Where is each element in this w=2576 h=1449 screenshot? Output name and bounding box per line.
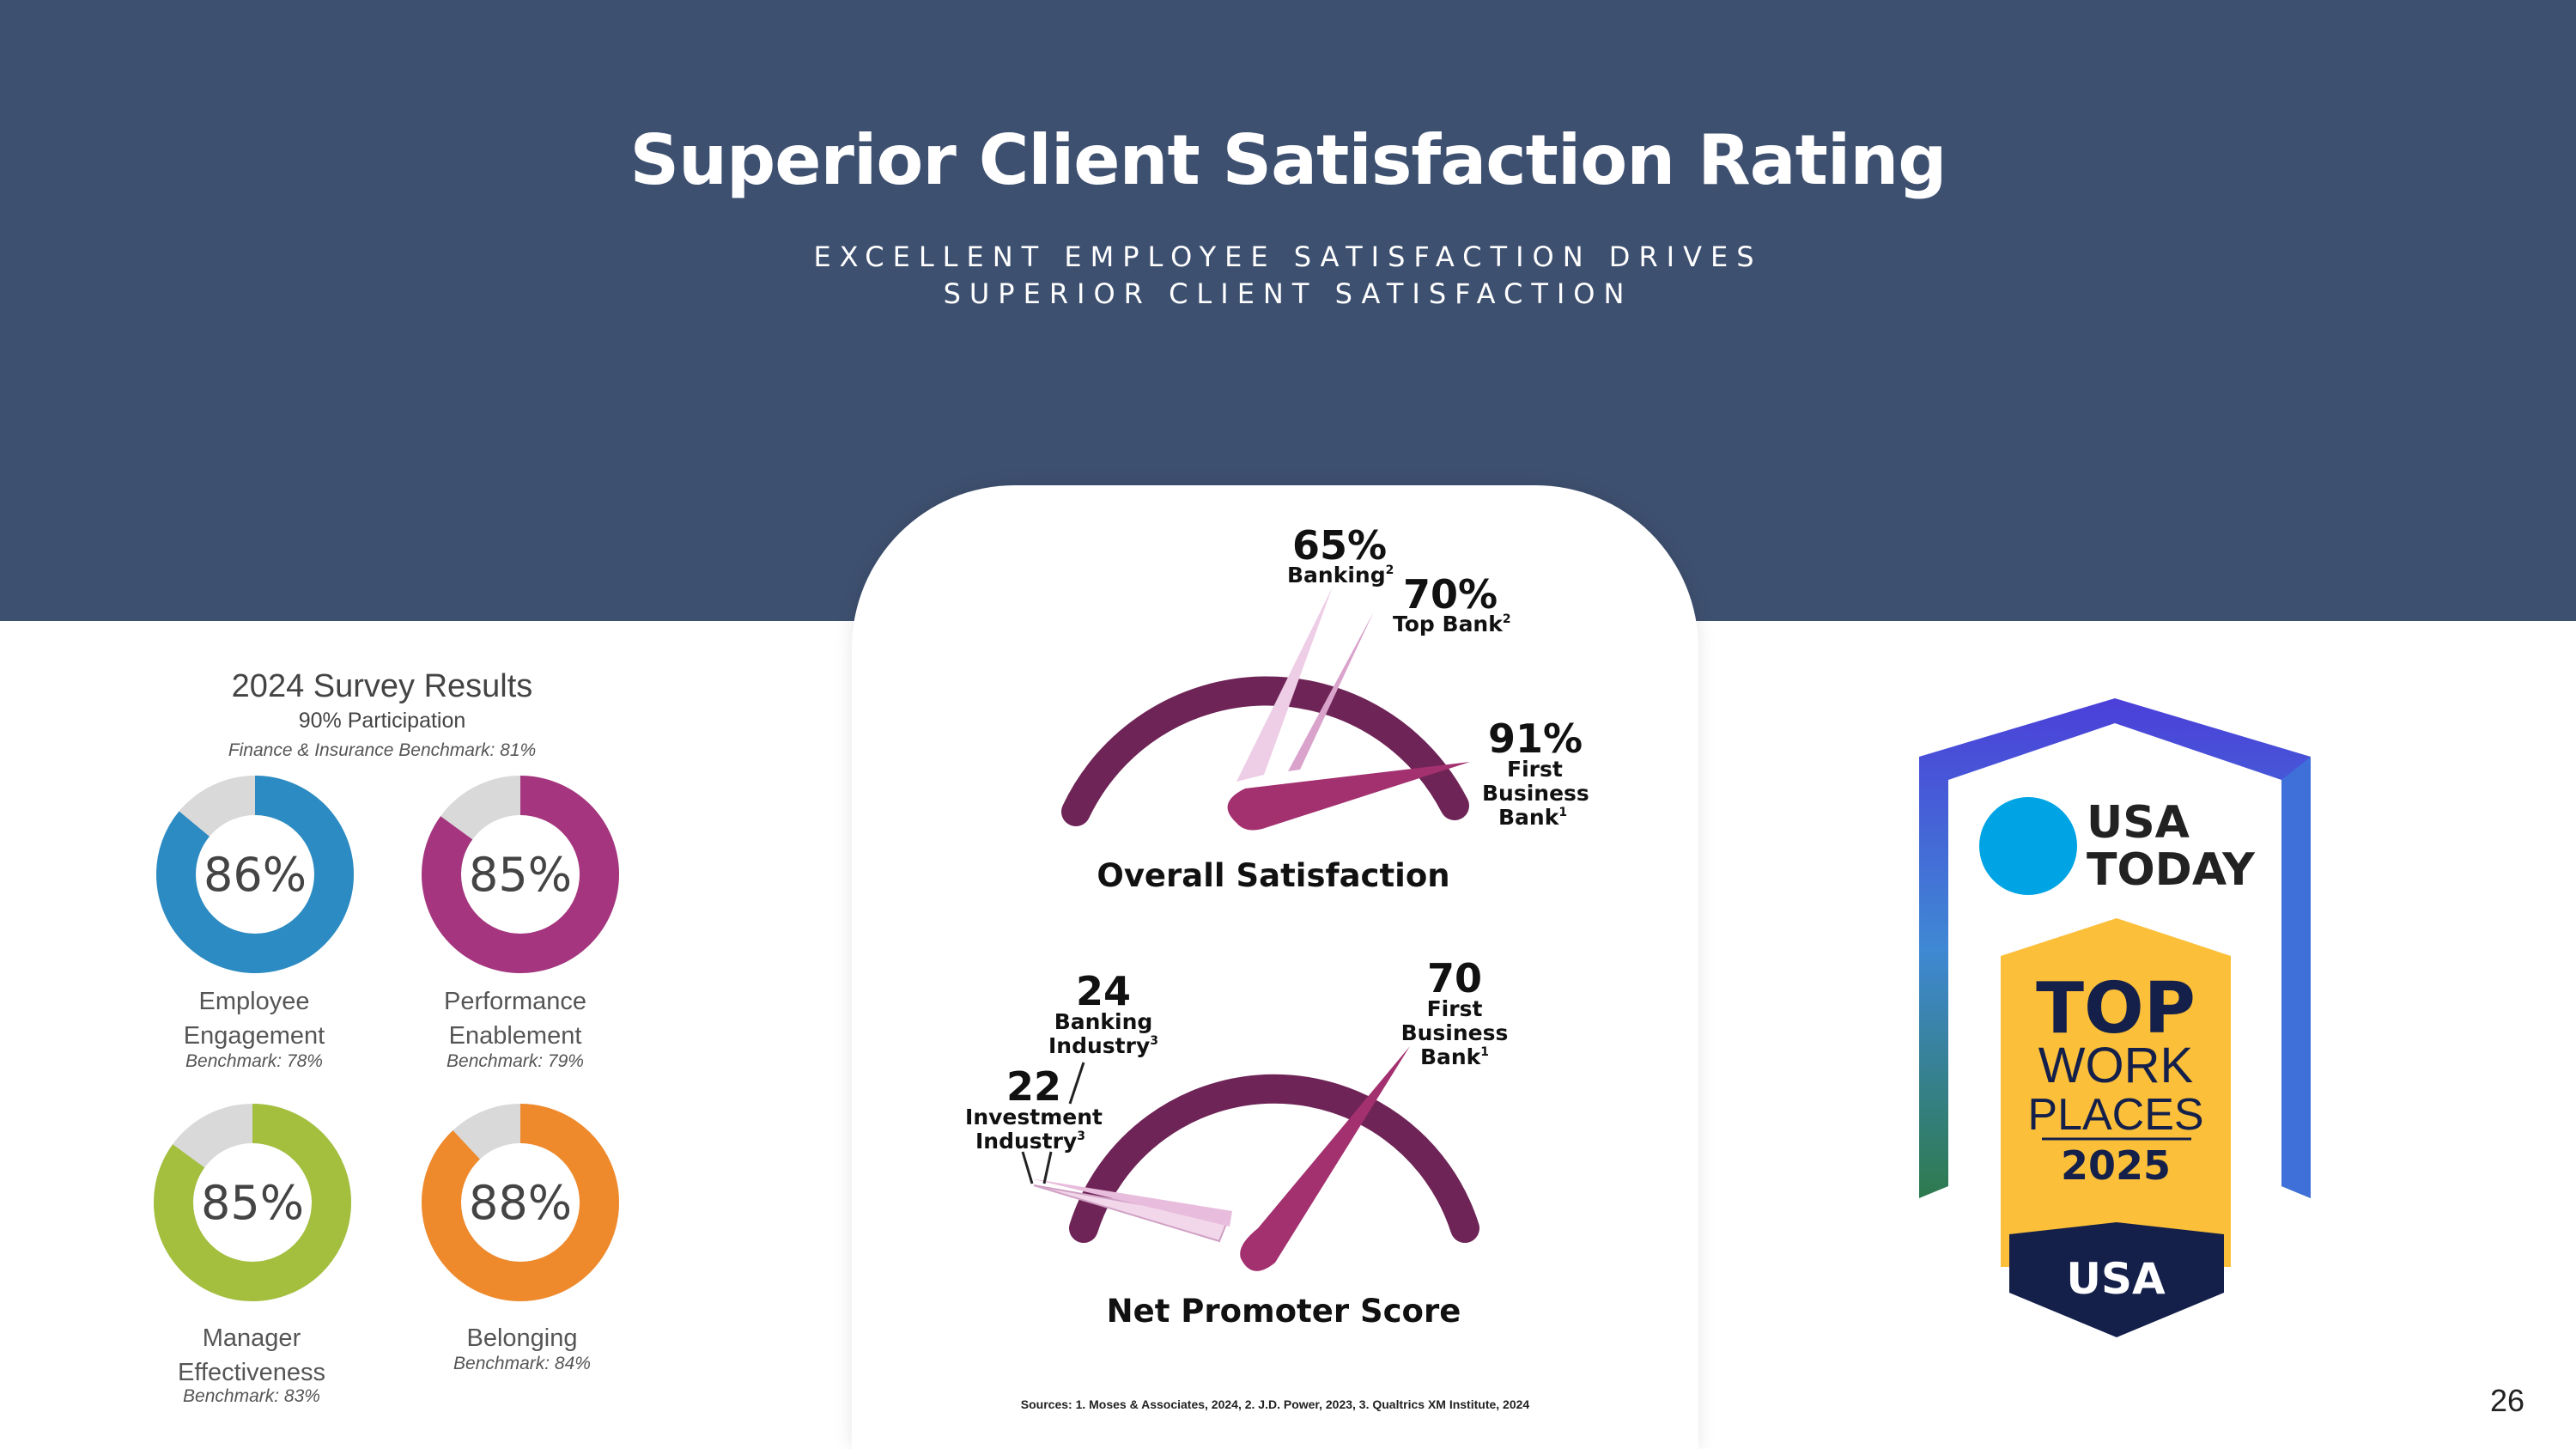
subtitle-line-2: SUPERIOR CLIENT SATISFACTION (943, 277, 1633, 310)
donut-value-text: 85% (469, 848, 572, 902)
badge-frame (1919, 698, 2311, 1198)
donut-label-belonging: Belonging (466, 1324, 578, 1352)
donut-value-text: 85% (201, 1176, 304, 1230)
overall-satisfaction-arc (1061, 676, 1469, 826)
donut-value-arc (422, 1104, 619, 1301)
net-promoter-arc (1069, 1074, 1479, 1243)
badge-year: 2025 (2061, 1142, 2171, 1189)
donut-benchmark-belonging: Benchmark: 84% (453, 1354, 591, 1373)
usa-today-badge: USA TODAY TOP WORK PLACES 2025 USA (1919, 698, 2311, 1337)
donut-performance-enablement: 85% (422, 776, 619, 973)
badge-navy-hexagon (2009, 1222, 2224, 1337)
survey-title: 2024 Survey Results (231, 668, 533, 704)
badge-yellow-panel (2001, 918, 2231, 1267)
page-subtitle: EXCELLENT EMPLOYEE SATISFACTION DRIVES S… (0, 239, 2576, 313)
donut-belonging: 88% (422, 1104, 619, 1301)
nps-label-banking: Banking (1054, 1009, 1153, 1034)
pointer-label-first-line: First (1507, 757, 1563, 782)
pointer-value-top-bank: 70% (1403, 571, 1498, 618)
nps-label-investment-industry: Industry3 (975, 1129, 1085, 1154)
nps-label-first: First (1427, 996, 1483, 1021)
net-promoter-title: Net Promoter Score (1107, 1293, 1461, 1330)
nps-label-business: Business (1401, 1020, 1509, 1045)
badge-work: WORK (2038, 1038, 2194, 1093)
badge-top: TOP (2036, 968, 2196, 1050)
pointer-label-banking: Banking2 (1287, 563, 1394, 588)
pointer-label-business-line: Business (1482, 781, 1589, 806)
donut-label-performance-enablement: Performance Enablement (443, 988, 586, 1050)
badge-places: PLACES (2027, 1090, 2203, 1140)
needle-banking (1236, 587, 1333, 782)
donut-label-employee-engagement: Employee Engagement (183, 988, 325, 1050)
overall-satisfaction-title: Overall Satisfaction (1097, 857, 1449, 894)
pointer-label-top-bank: Top Bank2 (1393, 612, 1511, 636)
usa-today-dot-icon (1979, 797, 2077, 895)
leader-line-investment (1021, 1151, 1034, 1184)
badge-country: USA (2066, 1254, 2166, 1304)
page-number: 26 (2490, 1383, 2525, 1418)
leader-line-investment-2 (1042, 1151, 1053, 1184)
pointer-value-banking: 65% (1292, 522, 1387, 569)
donut-value-arc (154, 1104, 351, 1301)
donut-benchmark-manager-effectiveness: Benchmark: 83% (183, 1386, 320, 1406)
donut-value-arc (156, 776, 354, 973)
needle-top-bank (1288, 612, 1374, 771)
nps-value-investment-industry: 22 (1006, 1063, 1061, 1110)
donut-manager-effectiveness: 85% (154, 1104, 351, 1301)
needle-first-business-bank (1227, 762, 1470, 831)
donut-employee-engagement: 86% (156, 776, 354, 973)
survey-participation: 90% Participation (298, 709, 466, 733)
donut-label-manager-effectiveness: Manager Effectiveness (178, 1324, 325, 1386)
donut-value-arc (422, 776, 619, 973)
nps-value-first-business-bank: 70 (1427, 955, 1482, 1002)
nps-label-industry: Industry3 (1048, 1033, 1158, 1058)
nps-value-banking-industry: 24 (1076, 968, 1131, 1014)
donut-benchmark-employee-engagement: Benchmark: 78% (185, 1051, 323, 1071)
donut-value-text: 86% (204, 848, 307, 902)
sources-footnote: Sources: 1. Moses & Associates, 2024, 2.… (1020, 1397, 1530, 1411)
nps-label-investment: Investment (965, 1105, 1103, 1129)
gauge-card (852, 485, 1698, 1449)
pointer-value-first-business-bank: 91% (1488, 715, 1583, 762)
nps-label-bank: Bank1 (1420, 1044, 1489, 1069)
needle-banking-industry (1030, 1178, 1232, 1227)
badge-brand-line2: TODAY (2087, 844, 2256, 896)
needle-first-business-bank-nps (1240, 1046, 1410, 1271)
badge-brand-line1: USA (2087, 797, 2190, 849)
pointer-label-bank-line: Bank1 (1498, 805, 1567, 830)
donut-value-text: 88% (469, 1176, 572, 1230)
leader-line-banking (1068, 1062, 1085, 1105)
survey-benchmark: Finance & Insurance Benchmark: 81% (228, 740, 537, 760)
subtitle-line-1: EXCELLENT EMPLOYEE SATISFACTION DRIVES (813, 240, 1763, 273)
badge-frame-right (2281, 757, 2311, 1198)
page-title: Superior Client Satisfaction Rating (629, 120, 1947, 200)
donut-benchmark-performance-enablement: Benchmark: 79% (447, 1051, 584, 1071)
